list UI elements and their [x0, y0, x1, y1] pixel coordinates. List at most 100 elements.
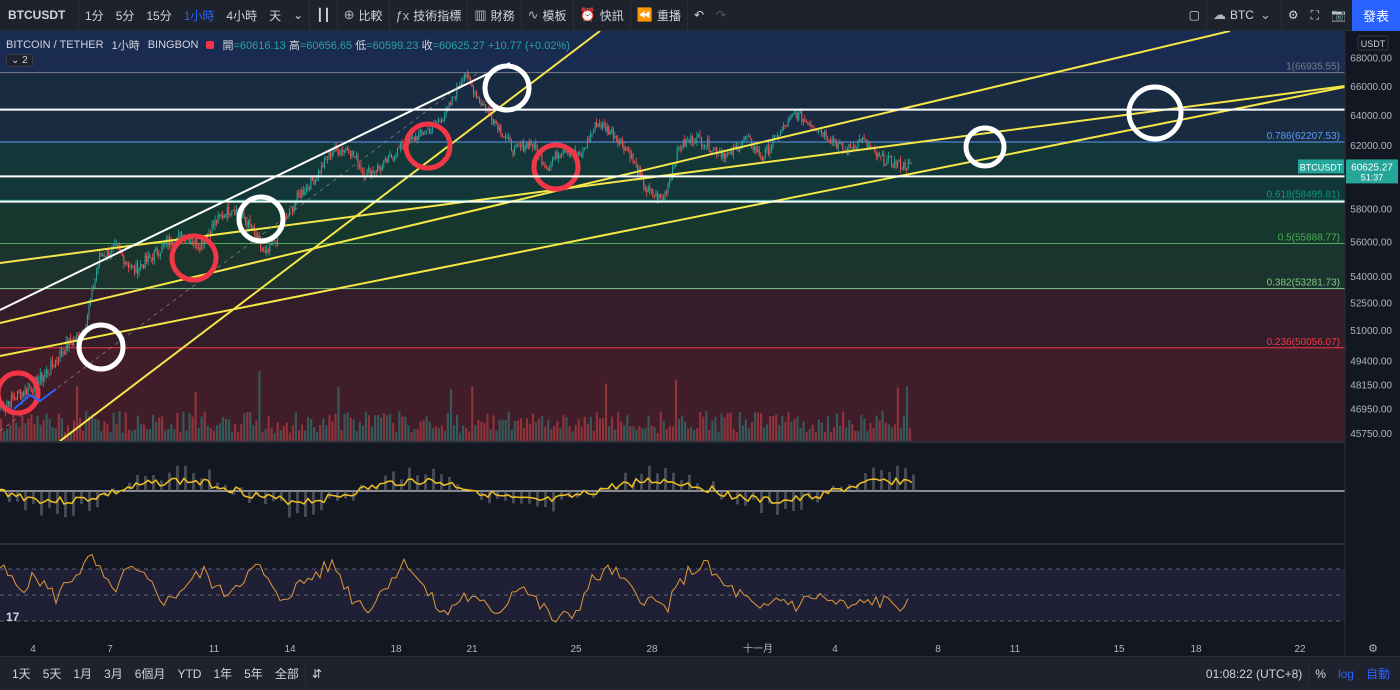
alerts-button[interactable]: ⏰ 快訊: [574, 0, 630, 31]
volume-bar: [580, 426, 583, 441]
percent-toggle[interactable]: %: [1315, 666, 1326, 681]
fib-label: 0.236(50056.07): [1267, 337, 1340, 348]
price-tick-label: 48150.00: [1350, 381, 1392, 392]
collapse-indicators-button[interactable]: ⌄ 2: [6, 54, 33, 67]
indicators-button[interactable]: ƒx 技術指標: [390, 0, 468, 31]
candle-body: [298, 192, 300, 194]
candle-body: [13, 397, 15, 399]
volume-bar: [778, 424, 781, 441]
candle-style-icon[interactable]: ┃┃: [316, 8, 331, 22]
volume-bar: [279, 430, 282, 441]
candle-body: [687, 139, 689, 141]
volume-bar: [139, 424, 142, 441]
macd-histogram-bar: [288, 491, 291, 518]
tradingview-logo: 17: [6, 610, 20, 624]
candle-body: [732, 147, 734, 156]
candle-body: [252, 227, 254, 230]
candle-body: [693, 141, 695, 143]
fullscreen-icon[interactable]: ⛶: [1310, 7, 1320, 22]
goto-date-icon[interactable]: ⇵: [311, 666, 322, 681]
candle-body: [577, 152, 579, 156]
volume-bar: [18, 427, 21, 441]
volume-bar: [91, 414, 94, 441]
range-3m[interactable]: 3月: [104, 667, 123, 681]
publish-button[interactable]: 發表: [1352, 0, 1400, 31]
range-1d[interactable]: 1天: [12, 667, 31, 681]
range-5d[interactable]: 5天: [42, 667, 62, 681]
candle-body: [532, 144, 534, 148]
timezone-button[interactable]: 01:08:22 (UTC+8): [1205, 666, 1303, 681]
auto-toggle[interactable]: 自動: [1365, 667, 1390, 681]
candle-body: [681, 148, 683, 149]
candle-body: [419, 129, 421, 134]
symbol-search[interactable]: BTCUSDT: [8, 8, 66, 22]
range-all[interactable]: 全部: [274, 667, 299, 681]
candle-body: [393, 156, 395, 160]
unit-label: USDT: [1361, 39, 1386, 49]
candle-body: [270, 243, 272, 245]
candle-body: [789, 118, 791, 120]
interval-1m[interactable]: 1分: [85, 8, 104, 23]
layout-icon[interactable]: ▢: [1188, 8, 1200, 22]
highlight-circle: [1126, 84, 1184, 142]
price-tick-label: 58000.00: [1350, 204, 1392, 215]
interval-dropdown-icon[interactable]: ⌄: [293, 8, 304, 22]
candle-body: [670, 178, 672, 180]
interval-1d[interactable]: 天: [269, 8, 282, 23]
volume-bar: [79, 418, 82, 441]
range-ytd[interactable]: YTD: [177, 666, 202, 681]
templates-button[interactable]: ∿ 模板: [522, 0, 573, 31]
candle-body: [234, 209, 236, 215]
divider: [78, 0, 79, 31]
macd-histogram-bar: [72, 491, 75, 516]
compare-button[interactable]: ⊕ 比較: [338, 0, 389, 31]
candle-body: [624, 147, 627, 151]
undo-icon[interactable]: ↶: [693, 8, 705, 22]
candle-body: [620, 139, 622, 141]
range-6m[interactable]: 6個月: [134, 667, 166, 681]
candle-body: [121, 252, 123, 256]
log-toggle[interactable]: log: [1337, 666, 1354, 681]
interval-15m[interactable]: 15分: [146, 8, 172, 23]
candle-body: [465, 74, 467, 78]
volume-bar: [723, 417, 726, 441]
candle-body: [483, 104, 485, 106]
interval-5m[interactable]: 5分: [115, 8, 135, 23]
candle-body: [632, 153, 634, 161]
redo-icon[interactable]: ↷: [716, 8, 727, 22]
volume-bar: [525, 418, 529, 441]
volume-bar: [422, 420, 425, 441]
camera-icon[interactable]: 📷: [1331, 8, 1346, 22]
range-1y[interactable]: 1年: [213, 667, 233, 681]
candle-body: [54, 360, 57, 367]
volume-bar: [285, 422, 288, 441]
legend-low: =60599.23: [366, 40, 419, 52]
chart-canvas[interactable]: 1(66935.55) 0.786(62207.53) 0.618(58495.81…: [0, 31, 1400, 656]
volume-bar: [519, 418, 522, 441]
candle-body: [255, 233, 257, 239]
candle-body: [260, 239, 262, 249]
candle-body: [589, 134, 592, 142]
price-axis[interactable]: USDT68000.0066000.0064000.0062000.006000…: [1298, 31, 1400, 656]
volume-bar: [750, 421, 754, 441]
candle-body: [805, 120, 807, 122]
candle-body: [436, 121, 438, 124]
volume-bar: [270, 427, 273, 441]
settings-gear-icon[interactable]: ⚙: [1287, 8, 1299, 22]
range-1m[interactable]: 1月: [73, 667, 93, 681]
macd-histogram-bar: [24, 491, 27, 511]
candle-body: [869, 145, 871, 148]
interval-1h[interactable]: 1小時: [183, 8, 215, 23]
range-5y[interactable]: 5年: [244, 667, 263, 681]
candle-body: [723, 153, 725, 159]
volume-bar: [808, 429, 811, 441]
interval-4h[interactable]: 4小時: [226, 8, 258, 23]
candle-body: [105, 256, 107, 257]
volume-bar: [881, 411, 884, 441]
currency-button[interactable]: ☁ BTC ⌄: [1207, 0, 1281, 31]
replay-button[interactable]: ⏪ 重播: [631, 0, 687, 31]
volume-bar: [684, 421, 687, 441]
financials-button[interactable]: ▥ 財務: [468, 0, 520, 31]
time-axis[interactable]: 4 7 11 14 18 21 25 28 十一月 4 8 11 15 18 22 ⚙: [30, 642, 1378, 655]
volume-bar: [668, 426, 671, 441]
